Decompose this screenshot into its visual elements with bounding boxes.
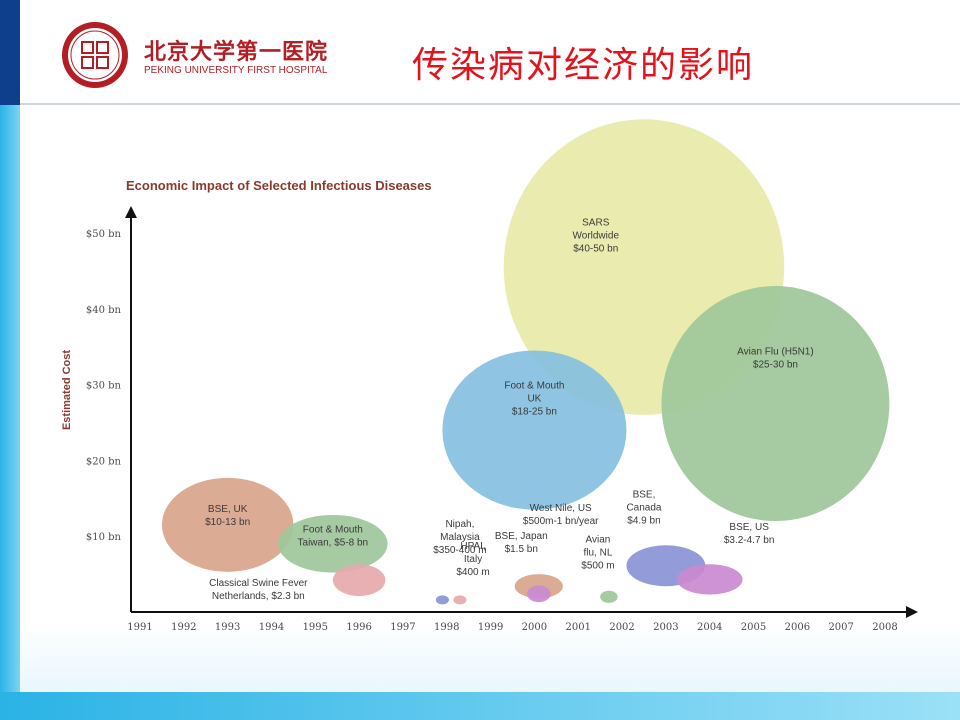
x-tick-label: 2008 xyxy=(872,622,897,633)
bubble-12 xyxy=(676,564,743,595)
x-tick-label: 1994 xyxy=(259,622,284,633)
x-tick-label: 2006 xyxy=(785,622,810,633)
bubble-9 xyxy=(526,585,551,603)
bubble-4 xyxy=(278,514,388,573)
bubble-label-5: Classical Swine Fever Netherlands, $2.3 b… xyxy=(209,578,308,602)
y-tick-label: $20 bn xyxy=(86,456,122,467)
bubble-label-4: Foot & Mouth Taiwan, $5-8 bn xyxy=(298,524,369,548)
bubble-label-0: SARS Worldwide $40-50 bn xyxy=(573,217,620,254)
bubble-7 xyxy=(453,595,467,605)
x-tick-label: 1997 xyxy=(390,622,415,633)
bubble-label-7: HPAI, Italy $400 m xyxy=(456,541,489,578)
hospital-name-chinese: 北京大学第一医院 xyxy=(144,39,329,65)
x-tick-label: 1993 xyxy=(215,622,240,633)
axes-layer xyxy=(125,206,918,618)
ticks-layer: 1991 1992 1993 1994 1995 1996 1997 1998 1999 2000… xyxy=(86,229,898,633)
x-axis-arrow-icon xyxy=(906,606,918,618)
bubble-label-3: BSE, UK $10-13 bn xyxy=(205,504,250,528)
bubbles-layer xyxy=(161,119,890,605)
bubble-label-11: BSE, Canada $4.9 bn xyxy=(626,490,661,527)
y-axis-arrow-icon xyxy=(125,206,137,218)
x-tick-label: 2004 xyxy=(697,622,722,633)
y-tick-label: $50 bn xyxy=(86,229,122,240)
bubble-label-10: Avian flu, NL $500 m xyxy=(581,534,614,571)
left-decorative-stripe xyxy=(0,0,20,720)
x-tick-label: 2007 xyxy=(828,622,853,633)
bubble-label-9: West Nile, US $500m-1 bn/year xyxy=(523,503,599,527)
x-tick-label: 1991 xyxy=(127,622,152,633)
y-tick-label: $10 bn xyxy=(86,532,122,543)
bubble-10 xyxy=(600,590,618,603)
bubble-5 xyxy=(332,564,386,597)
bubble-label-12: BSE, US $3.2-4.7 bn xyxy=(724,522,775,546)
bubble-label-6: Nipah, Malaysia $350-400 m xyxy=(433,519,486,556)
labels-layer: SARS Worldwide $40-50 bn Avian Flu (H5N1) $2… xyxy=(205,217,814,602)
bubble-3 xyxy=(161,477,294,572)
x-tick-label: 2005 xyxy=(741,622,766,633)
bubble-label-1: Avian Flu (H5N1) $25-30 bn xyxy=(737,346,814,370)
y-tick-label: $40 bn xyxy=(86,305,122,316)
x-tick-label: 1996 xyxy=(346,622,371,633)
hospital-name-english: PEKING UNIVERSITY FIRST HOSPITAL xyxy=(144,65,328,76)
bubble-label-8: BSE, Japan $1.5 bn xyxy=(495,531,548,555)
x-tick-label: 2003 xyxy=(653,622,678,633)
x-tick-label: 1999 xyxy=(478,622,503,633)
bottom-decorative-stripe xyxy=(0,692,960,720)
hospital-seal-icon xyxy=(62,22,128,88)
x-tick-label: 2001 xyxy=(566,622,591,633)
y-axis-label: Estimated Cost xyxy=(61,350,73,430)
page-title: 传染病对经济的影响 xyxy=(412,45,755,86)
bubble-label-2: Foot & Mouth UK $18-25 bn xyxy=(504,380,564,417)
x-tick-label: 1998 xyxy=(434,622,459,633)
x-tick-label: 2002 xyxy=(609,622,634,633)
x-tick-label: 1995 xyxy=(303,622,328,633)
x-tick-label: 2000 xyxy=(522,622,547,633)
hospital-logo: 北京大学第一医院 PEKING UNIVERSITY FIRST HOSPITA… xyxy=(60,20,340,90)
x-tick-label: 1992 xyxy=(171,622,196,633)
left-header-accent xyxy=(0,0,20,105)
bubble-2 xyxy=(442,350,627,510)
bubble-1 xyxy=(661,286,890,522)
header-divider xyxy=(20,103,960,105)
bubble-6 xyxy=(435,595,449,605)
y-tick-label: $30 bn xyxy=(86,381,122,392)
chart-title: Economic Impact of Selected Infectious D… xyxy=(126,178,432,193)
